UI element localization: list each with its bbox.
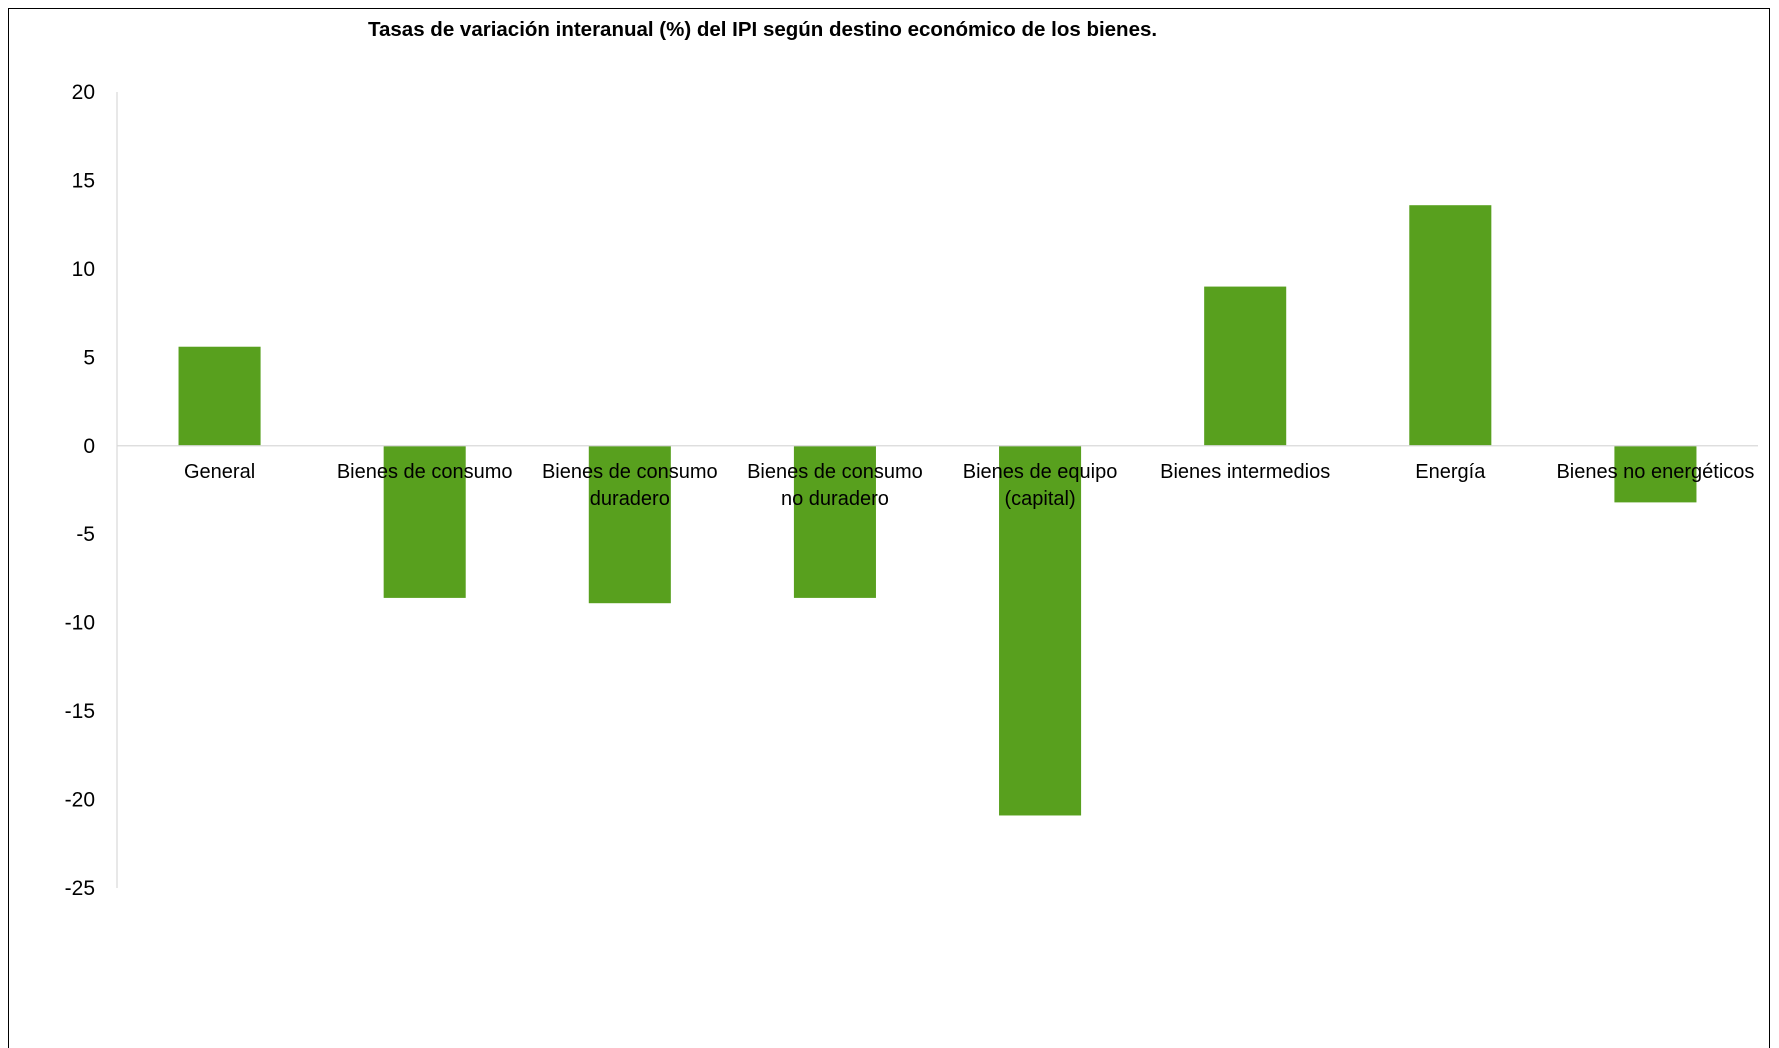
bar (1614, 445, 1697, 503)
y-tick-label: 0 (83, 435, 95, 458)
x-tick-label-line: (capital) (1004, 488, 1075, 510)
x-tick-label-line: Bienes intermedios (1160, 461, 1330, 483)
bar (1409, 205, 1492, 446)
bar (1204, 286, 1287, 446)
y-tick-label: 20 (72, 81, 95, 104)
axes-group (116, 92, 1758, 888)
x-tick-labels: General Bienes de consumo Bienes de consum… (184, 461, 1754, 510)
bar (588, 445, 671, 604)
y-tick-label: 5 (83, 346, 95, 369)
x-tick-label: Bienes de consumo no duradero (747, 461, 923, 510)
x-tick-label-line: no duradero (781, 488, 889, 510)
x-tick-label-line: duradero (590, 488, 670, 510)
x-tick-label-line: Energía (1415, 461, 1486, 483)
x-tick-label: Energía (1415, 461, 1486, 483)
y-tick-label: -10 (65, 612, 95, 635)
bar (999, 445, 1082, 816)
bar (178, 346, 261, 446)
x-tick-label-line: Bienes de consumo (337, 461, 513, 483)
y-tick-label: 10 (72, 258, 95, 281)
chart-title: Tasas de variación interanual (%) del IP… (368, 18, 1158, 41)
chart-frame (8, 8, 1770, 1048)
x-tick-label: Bienes de equipo (capital) (963, 461, 1118, 510)
y-tick-label: -5 (76, 523, 95, 546)
x-tick-label: Bienes de consumo duradero (542, 461, 718, 510)
y-tick-label: -25 (65, 877, 95, 900)
bars-group (178, 205, 1697, 816)
y-tick-labels: 20 15 10 5 0 -5 -10 -15 -20 -25 (65, 81, 95, 900)
x-tick-label-line: General (184, 461, 255, 483)
y-tick-label: -20 (65, 789, 95, 812)
x-tick-label: Bienes intermedios (1160, 461, 1330, 483)
x-tick-label-line: Bienes de consumo (542, 461, 718, 483)
y-tick-label: 15 (72, 169, 95, 192)
x-tick-label: Bienes no energéticos (1556, 461, 1754, 483)
bar (793, 445, 876, 598)
x-tick-label: Bienes de consumo (337, 461, 513, 483)
x-tick-label: General (184, 461, 255, 483)
y-tick-label: -15 (65, 700, 95, 723)
x-tick-label-line: Bienes no energéticos (1556, 461, 1754, 483)
bar (383, 445, 466, 598)
x-tick-label-line: Bienes de equipo (963, 461, 1118, 483)
x-tick-label-line: Bienes de consumo (747, 461, 923, 483)
